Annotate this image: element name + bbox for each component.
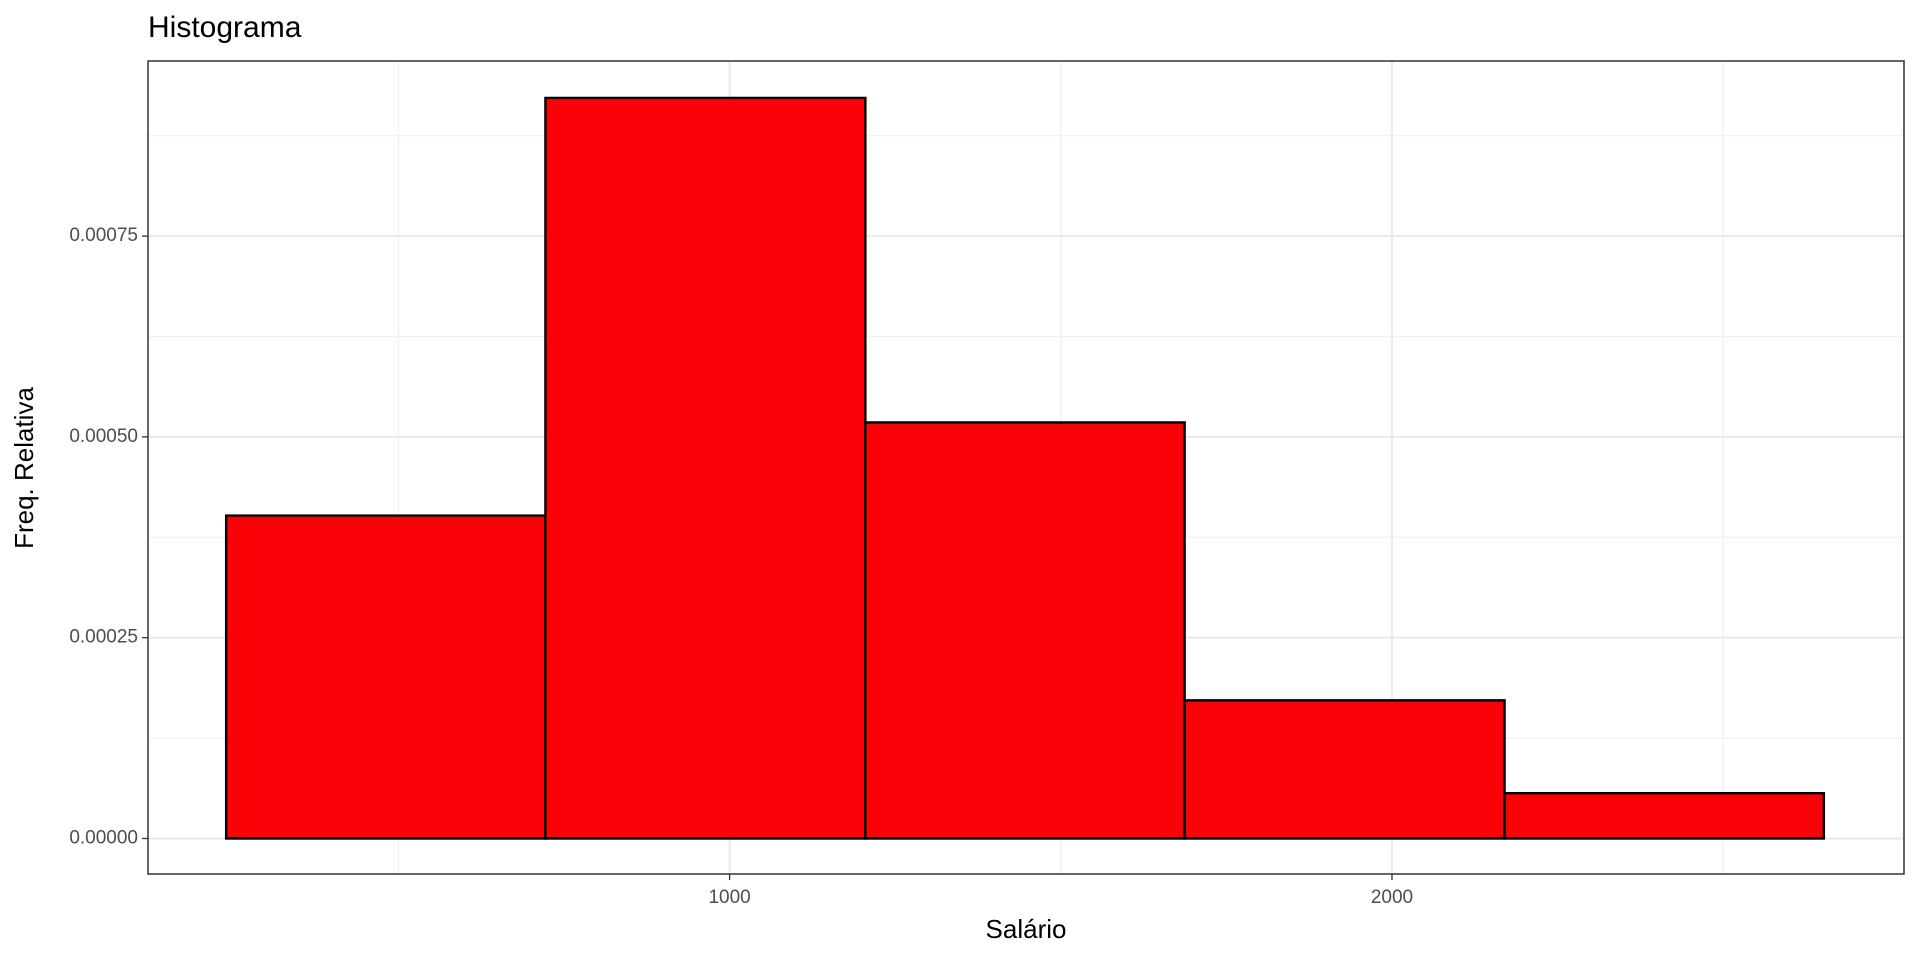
y-tick-label: 0.00050: [69, 426, 138, 447]
chart-title: Histograma: [148, 11, 302, 44]
histogram-bar: [864, 421, 1186, 840]
y-axis-title: Freq. Relativa: [9, 387, 39, 549]
histogram-bar: [544, 96, 867, 840]
histogram-bar: [224, 514, 547, 840]
histogram-bar: [1183, 699, 1506, 840]
y-tick-label: 0.00075: [69, 225, 138, 246]
y-tick-label: 0.00025: [69, 627, 138, 648]
panel-border: [147, 60, 1905, 875]
x-axis-title: Salário: [986, 914, 1067, 944]
y-tick-label: 0.00000: [69, 828, 138, 849]
x-tick-label: 2000: [1371, 887, 1413, 908]
x-tick-label: 1000: [708, 887, 750, 908]
histogram-bar: [1503, 791, 1826, 840]
